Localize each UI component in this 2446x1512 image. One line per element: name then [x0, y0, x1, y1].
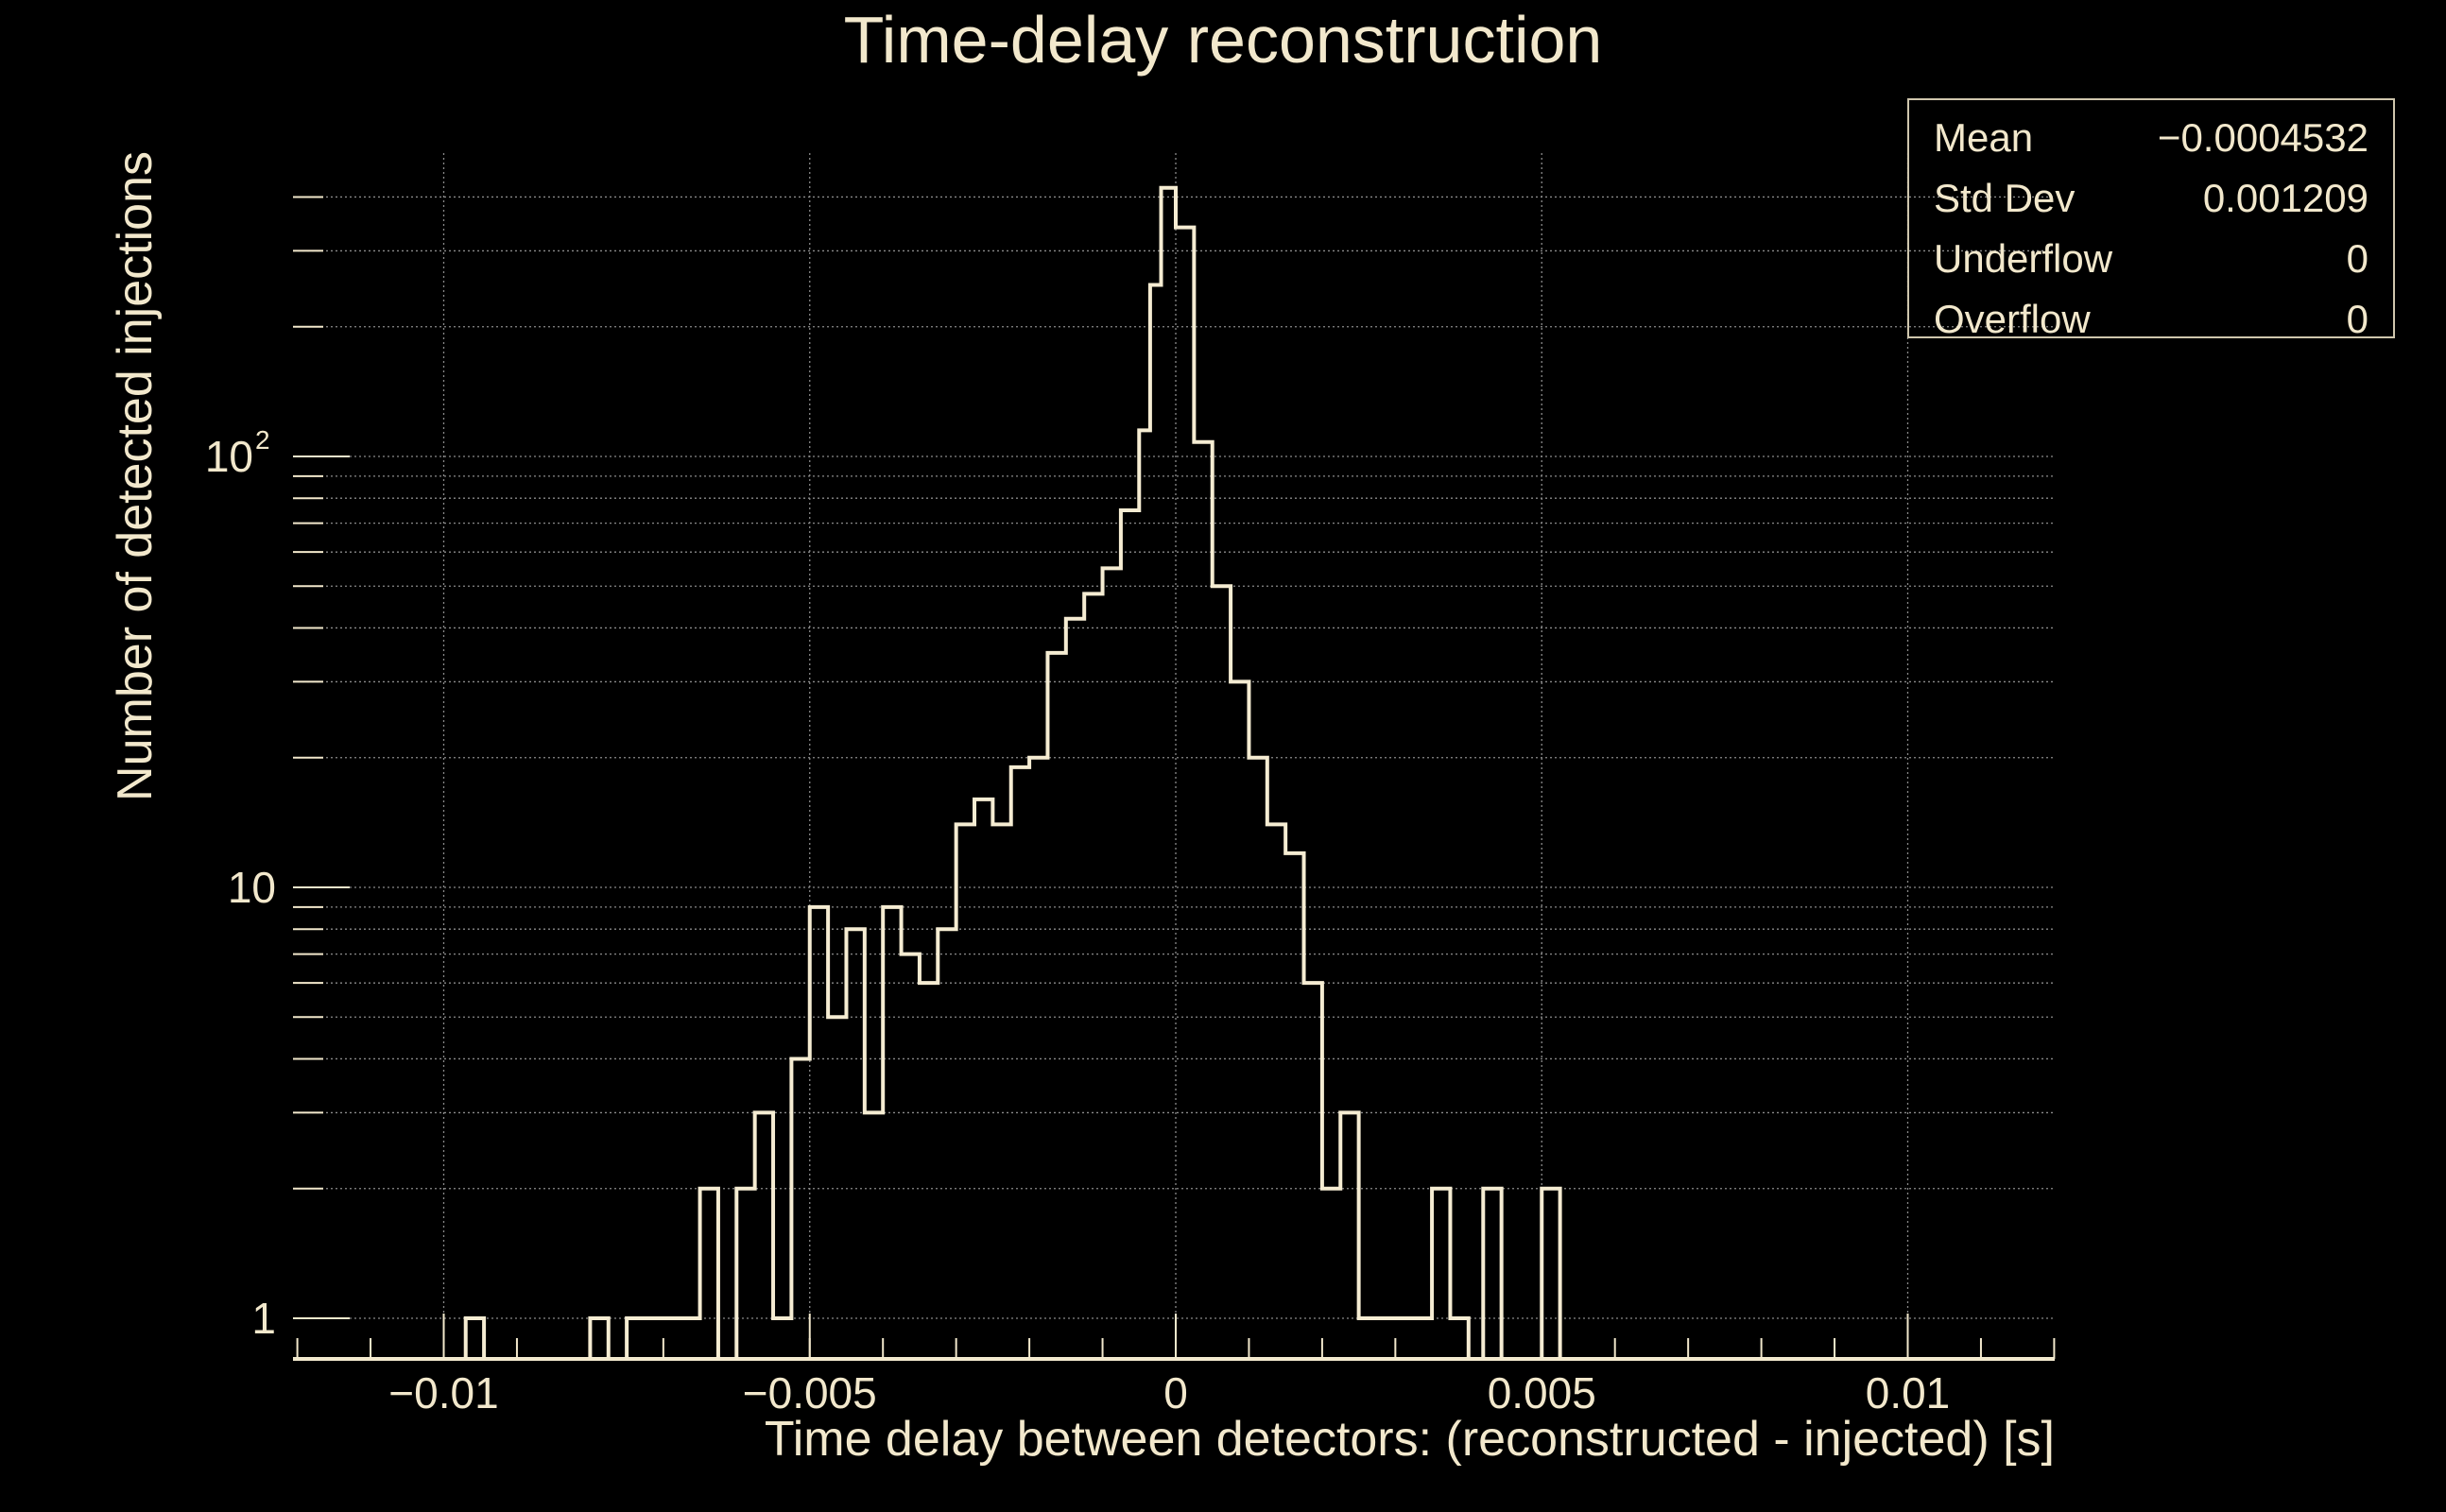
histogram-bin	[902, 954, 920, 1359]
x-tick-labels: −0.01 −0.005 0 0.005 0.01	[388, 1368, 1950, 1418]
histogram-bin	[1162, 188, 1176, 1359]
grid-lines	[293, 153, 2055, 1359]
stat-value: 0.001209	[2202, 176, 2368, 220]
stat-value: −0.0004532	[2157, 115, 2368, 160]
histogram-bin	[1150, 285, 1162, 1359]
y-tick-label-exponent: 2	[255, 425, 270, 455]
histogram-bin	[1414, 1318, 1432, 1359]
histogram-bin	[956, 824, 974, 1359]
x-tick-label: −0.01	[388, 1368, 498, 1418]
histogram-bin	[1194, 442, 1212, 1359]
stat-label: Mean	[1934, 115, 2034, 160]
histogram-bin	[1267, 824, 1285, 1359]
histogram-bin	[1231, 681, 1249, 1359]
histogram-bin	[1395, 1318, 1413, 1359]
histogram-bin	[1304, 983, 1322, 1359]
x-tick-label: −0.005	[743, 1368, 877, 1418]
x-tick-label: 0.01	[1866, 1368, 1951, 1418]
histogram-bin	[1084, 593, 1102, 1359]
y-tick-label: 10	[205, 432, 253, 481]
stat-label: Underflow	[1934, 236, 2113, 281]
stats-box: Mean −0.0004532 Std Dev 0.001209 Underfl…	[1907, 98, 2395, 341]
histogram-bin	[627, 1318, 645, 1359]
histogram-bin	[1377, 1318, 1395, 1359]
y-tick-label: 10	[228, 863, 276, 912]
histogram-bin	[1483, 1189, 1501, 1359]
histogram-bin	[663, 1318, 681, 1359]
histogram-bin	[791, 1058, 809, 1359]
stat-row-underflow: Underflow 0	[1934, 229, 2368, 289]
histogram-bin	[700, 1189, 718, 1359]
chart-title: Time-delay reconstruction	[844, 3, 1603, 77]
histogram-bin	[1359, 1318, 1377, 1359]
histogram-bin	[865, 1112, 883, 1359]
histogram-bin	[1066, 619, 1084, 1359]
histogram-bin	[1176, 228, 1194, 1359]
histogram-bin	[974, 799, 992, 1359]
histogram-bin	[681, 1318, 699, 1359]
histogram-bin	[1047, 653, 1065, 1359]
histogram-bin	[755, 1112, 773, 1359]
histogram-bin	[992, 824, 1010, 1359]
histogram-bin	[736, 1189, 754, 1359]
histogram-bin	[1011, 767, 1029, 1359]
stat-row-std-dev: Std Dev 0.001209	[1934, 168, 2368, 229]
histogram-bin	[1121, 510, 1139, 1359]
histogram-bin	[773, 1318, 791, 1359]
histogram-bin	[1340, 1112, 1358, 1359]
axis-ticks	[293, 196, 2056, 1359]
stat-value: 0	[2346, 297, 2368, 341]
stat-row-overflow: Overflow 0	[1934, 289, 2368, 350]
histogram-bin	[810, 907, 828, 1359]
y-tick-label: 1	[251, 1294, 276, 1343]
histogram-bin	[1322, 1189, 1340, 1359]
histogram-outline	[463, 185, 1562, 1359]
stat-label: Overflow	[1934, 297, 2091, 341]
histogram-bin	[1432, 1189, 1450, 1359]
histogram-bin	[1139, 430, 1150, 1359]
histogram-bin	[1213, 586, 1231, 1359]
histogram-bin	[466, 1318, 484, 1359]
stat-value: 0	[2346, 236, 2368, 281]
histogram-bin	[846, 929, 864, 1359]
histogram-bin	[590, 1318, 608, 1359]
x-tick-label: 0	[1163, 1368, 1188, 1418]
stat-label: Std Dev	[1934, 176, 2076, 220]
y-axis-label: Number of detected injections	[108, 151, 163, 801]
histogram-bin	[1542, 1189, 1559, 1359]
histogram-bin	[645, 1318, 663, 1359]
histogram-bin	[1450, 1318, 1468, 1359]
stat-row-mean: Mean −0.0004532	[1934, 108, 2368, 168]
x-axis-label: Time delay between detectors: (reconstru…	[765, 1412, 2055, 1467]
histogram-bin	[1103, 568, 1121, 1359]
histogram-bin	[883, 907, 901, 1359]
histogram-bin	[920, 983, 938, 1359]
histogram-bars	[293, 185, 2055, 1361]
x-tick-label: 0.005	[1488, 1368, 1596, 1418]
histogram-bin	[938, 929, 956, 1359]
